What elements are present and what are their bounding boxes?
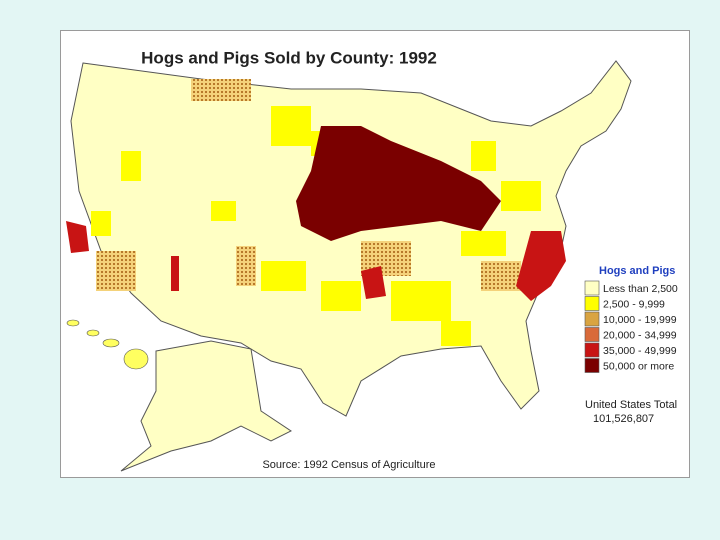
alaska [120,340,292,472]
mid-density-areas [96,79,521,291]
source-note: Source: 1992 Census of Agriculture [262,459,435,471]
legend-label: 10,000 - 19,999 [603,314,677,326]
legend-swatch [584,280,600,296]
legend-label: 35,000 - 49,999 [603,345,677,357]
legend-swatch [584,342,600,358]
hawaii [66,319,149,370]
legend-swatch [584,311,600,327]
map: Hogs and Pigs Sold by County: 1992 Sourc… [66,48,678,472]
legend-label: 20,000 - 34,999 [603,329,677,341]
legend-title: Hogs and Pigs [599,265,675,277]
legend: Hogs and Pigs Less than 2,500 2,500 - 9,9… [584,265,678,373]
legend-swatch [584,327,600,342]
high-density-areas [296,126,501,241]
map-frame: Hogs and Pigs Sold by County: 1992 Sourc… [60,30,690,478]
legend-label: 2,500 - 9,999 [603,298,665,310]
legend-label: Less than 2,500 [603,283,678,295]
legend-swatch [584,358,600,373]
legend-label: 50,000 or more [603,360,674,372]
map-title: Hogs and Pigs Sold by County: 1992 [141,48,437,67]
legend-swatch [584,296,600,311]
low-density-areas [91,106,541,346]
total-value: 101,526,807 [593,413,654,425]
total-label: United States Total [585,399,677,411]
